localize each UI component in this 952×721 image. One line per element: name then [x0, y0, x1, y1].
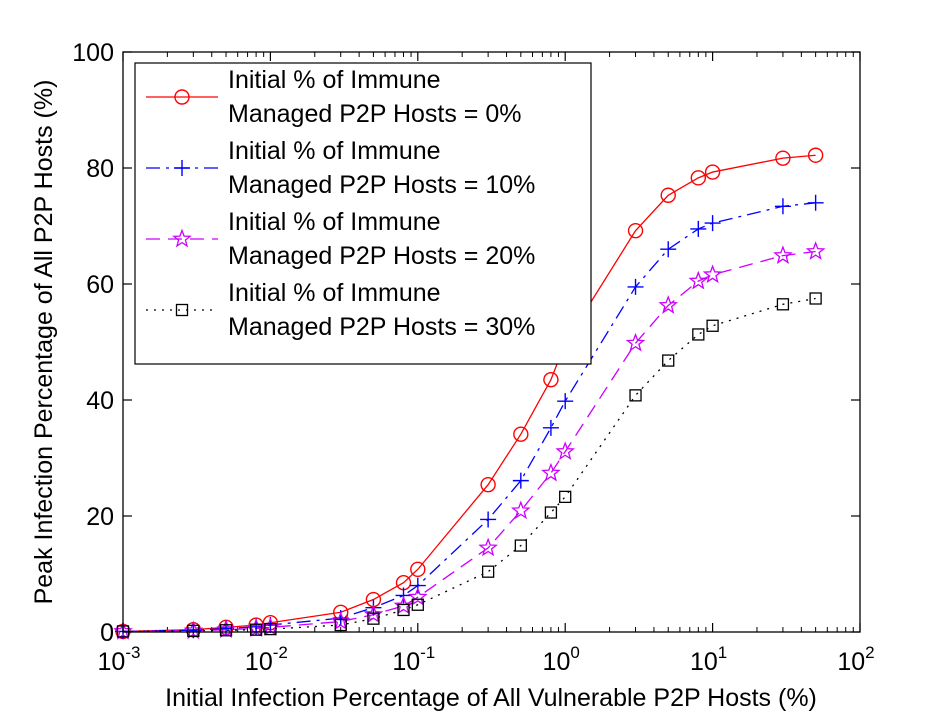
- y-tick-label: 0: [100, 619, 114, 647]
- data-point: [660, 187, 676, 203]
- x-tick-label: 10-1: [392, 643, 435, 676]
- x-axis-label: Initial Infection Percentage of All Vuln…: [165, 684, 817, 712]
- data-point: [410, 561, 426, 578]
- legend-label: Initial % of Immune: [228, 208, 441, 236]
- data-point: [555, 441, 576, 460]
- data-point: [480, 476, 496, 493]
- y-axis-label: Peak Infection Percentage of All P2P Hos…: [30, 80, 58, 605]
- y-tick-labels: 0 20 40 60 80 100: [72, 39, 114, 647]
- data-point: [702, 264, 723, 284]
- legend-marker-1: [174, 89, 190, 105]
- y-tick-label: 80: [86, 155, 114, 183]
- y-tick-label: 60: [86, 271, 114, 299]
- x-tick-label: 10-3: [98, 643, 141, 676]
- data-point: [706, 319, 719, 332]
- data-point: [513, 426, 529, 442]
- data-point: [775, 150, 791, 166]
- data-point: [704, 164, 721, 180]
- data-point: [393, 595, 414, 615]
- y-tick-label: 20: [86, 503, 114, 531]
- data-point: [478, 537, 498, 557]
- data-point: [690, 170, 707, 186]
- data-point: [542, 419, 559, 436]
- data-point: [363, 604, 384, 623]
- x-tick-label: 101: [690, 643, 727, 676]
- data-point: [807, 194, 824, 211]
- data-point: [407, 586, 428, 606]
- legend-label: Managed P2P Hosts = 0%: [228, 100, 521, 128]
- y-tick-label: 100: [72, 39, 114, 67]
- data-point: [187, 624, 200, 637]
- data-point: [409, 577, 426, 594]
- data-point: [692, 328, 705, 341]
- data-point: [773, 245, 793, 264]
- x-tick-label: 102: [837, 643, 874, 676]
- data-point: [481, 565, 495, 578]
- x-tick-label: 10-2: [245, 643, 288, 676]
- y-tick-label: 40: [86, 387, 114, 415]
- data-point: [625, 332, 646, 352]
- data-point: [264, 622, 277, 636]
- legend: Initial % of Immune Managed P2P Hosts = 0…: [134, 62, 592, 365]
- legend-label: Managed P2P Hosts = 20%: [228, 242, 535, 270]
- plot-frame: [122, 51, 861, 633]
- data-point: [809, 292, 822, 305]
- data-point: [660, 241, 677, 258]
- data-point: [627, 278, 644, 295]
- legend-marker-4: [175, 303, 189, 317]
- data-point: [514, 539, 527, 552]
- data-point: [704, 215, 721, 232]
- data-point: [334, 618, 347, 632]
- data-point: [411, 598, 424, 611]
- legend-box: [134, 62, 592, 365]
- x-tick-labels: 10-3 10-2 10-1 100 101 102: [98, 643, 875, 676]
- data-point: [543, 372, 559, 388]
- data-point: [776, 298, 790, 311]
- data-point: [805, 241, 826, 260]
- data-point: [249, 623, 263, 636]
- data-point: [557, 393, 574, 410]
- data-point: [544, 506, 558, 519]
- data-point: [510, 500, 531, 520]
- data-point: [480, 511, 497, 528]
- data-point: [395, 587, 412, 604]
- data-point: [662, 354, 675, 367]
- legend-label: Initial % of Immune: [228, 66, 441, 94]
- data-point: [219, 624, 233, 637]
- data-point: [629, 389, 642, 402]
- legend-label: Initial % of Immune: [228, 137, 441, 165]
- data-point: [627, 222, 644, 239]
- legend-label: Managed P2P Hosts = 10%: [228, 171, 535, 199]
- data-point: [541, 462, 561, 482]
- legend-label: Initial % of Immune: [228, 279, 441, 307]
- data-point: [658, 295, 679, 314]
- legend-label: Managed P2P Hosts = 30%: [228, 313, 535, 341]
- data-point: [397, 603, 410, 617]
- data-point: [688, 270, 709, 290]
- legend-marker-3: [172, 228, 192, 248]
- data-point: [807, 147, 824, 163]
- data-point: [330, 611, 351, 630]
- x-tick-label: 100: [543, 643, 580, 676]
- data-point: [774, 198, 791, 215]
- legend-marker-2: [174, 160, 190, 176]
- data-point: [559, 490, 572, 504]
- data-point: [367, 612, 380, 625]
- data-point: [690, 220, 707, 237]
- data-point: [512, 472, 529, 489]
- markers-layer: [113, 147, 826, 640]
